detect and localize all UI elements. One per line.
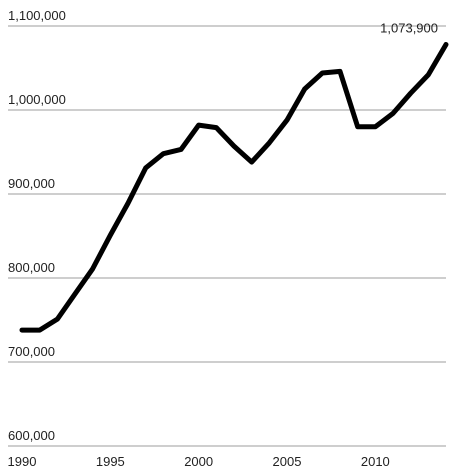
y-tick-label: 800,000	[8, 260, 55, 275]
x-axis-tick-labels: 1990 1995 2000 2005 2010	[8, 454, 390, 469]
y-tick-label: 1,100,000	[8, 8, 66, 23]
y-tick-label: 900,000	[8, 176, 55, 191]
y-tick-label: 700,000	[8, 344, 55, 359]
annotations: 1,073,900	[380, 20, 438, 35]
last-value-label: 1,073,900	[380, 20, 438, 35]
y-tick-label: 600,000	[8, 428, 55, 443]
y-axis-tick-labels: 600,000 700,000 800,000 900,000 1,000,000 1,1…	[8, 8, 66, 443]
y-tick-label: 1,000,000	[8, 92, 66, 107]
x-tick-label: 2000	[184, 454, 213, 469]
x-tick-label: 1990	[8, 454, 37, 469]
grid-lines	[8, 25, 446, 447]
x-tick-label: 2005	[273, 454, 302, 469]
series-line	[19, 41, 449, 333]
x-tick-label: 1995	[96, 454, 125, 469]
x-tick-label: 2010	[361, 454, 390, 469]
